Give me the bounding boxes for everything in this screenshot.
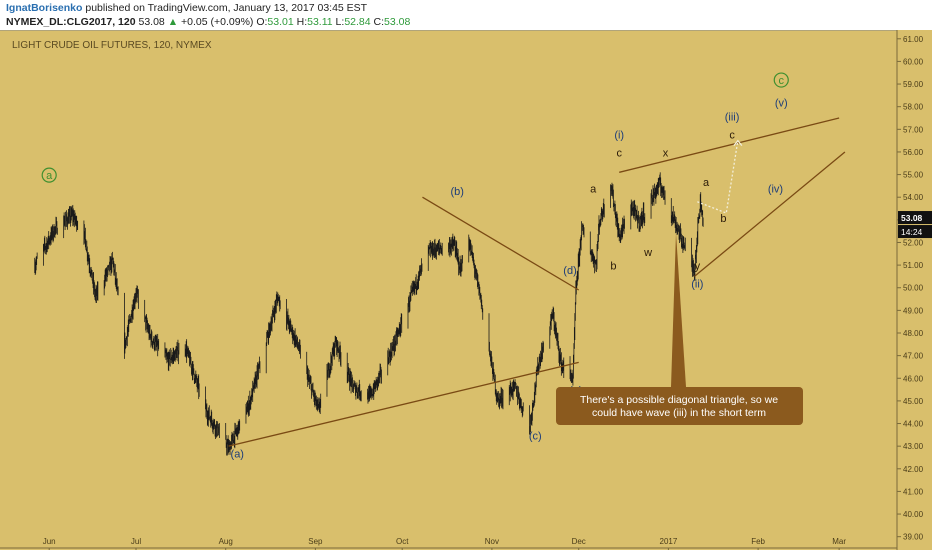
wave-label: c <box>729 129 735 141</box>
plot-background <box>0 30 932 550</box>
y-tick-label: 42.00 <box>903 465 924 474</box>
wave-label: (i) <box>614 129 624 141</box>
note-text: There's a possible diagonal triangle, so… <box>580 394 778 406</box>
x-axis[interactable]: Jun Jul Aug Sep Oct Nov Dec 2017 Feb Mar <box>0 537 897 550</box>
wave-label: b <box>610 261 616 273</box>
y-tick-label: 39.00 <box>903 533 924 542</box>
wave-labels: a(a)(b)(c)(d)(e)bab(i)cwxy(ii)ab(iii)c(i… <box>41 72 789 460</box>
y-tick-label: 45.00 <box>903 397 924 406</box>
wave-label: w <box>643 247 652 259</box>
wave-label: y <box>695 261 701 273</box>
price-change: +0.05 (+0.09%) <box>181 16 254 28</box>
wave-label: (c) <box>529 430 542 442</box>
y-tick-label: 49.00 <box>903 306 924 315</box>
trendline[interactable] <box>619 117 840 173</box>
open-value: 53.01 <box>267 16 294 28</box>
y-tick-label: 50.00 <box>903 284 924 293</box>
y-tick-label: 59.00 <box>903 80 924 89</box>
wave-label: (a) <box>231 448 244 460</box>
low-label: L: <box>335 16 345 28</box>
y-tick-label: 54.00 <box>903 193 924 202</box>
wave-label: x <box>663 147 669 159</box>
x-tick-label: Jun <box>43 537 56 546</box>
y-tick-label: 51.00 <box>903 261 924 270</box>
y-tick-label: 46.00 <box>903 374 924 383</box>
x-tick-label: Sep <box>308 537 323 546</box>
y-tick-label: 40.00 <box>903 510 924 519</box>
wave-label: c <box>779 75 785 87</box>
close-value: 53.08 <box>384 16 411 28</box>
candlestick-series <box>34 172 704 456</box>
open-label: O: <box>256 16 268 28</box>
note-box <box>556 387 803 425</box>
trendline[interactable] <box>228 361 579 447</box>
price-tags: 53.08 14:24 <box>898 211 932 239</box>
wave-label: b <box>720 213 726 225</box>
publish-line: IgnatBorisenko published on TradingView.… <box>6 2 367 14</box>
y-tick-label: 61.00 <box>903 35 924 44</box>
chart-title: LIGHT CRUDE OIL FUTURES, 120, NYMEX <box>12 40 212 51</box>
x-tick-label: Dec <box>572 537 586 546</box>
x-tick-label: Nov <box>485 537 499 546</box>
symbol-label[interactable]: NYMEX_DL:CLG2017, 120 <box>6 16 136 28</box>
wave-label: (ii) <box>691 279 703 291</box>
y-tick-label: 43.00 <box>903 442 924 451</box>
note-callout[interactable]: There's a possible diagonal triangle, so… <box>556 233 803 425</box>
close-label: C: <box>373 16 385 28</box>
wave-label: a <box>703 177 710 189</box>
wave-label: a <box>590 184 597 196</box>
wave-label: (v) <box>775 98 788 110</box>
y-tick-label: 41.00 <box>903 487 924 496</box>
x-tick-label: Jul <box>131 537 141 546</box>
author-link[interactable]: IgnatBorisenko <box>6 2 83 14</box>
high-label: H: <box>296 16 308 28</box>
y-tick-label: 48.00 <box>903 329 924 338</box>
y-tick-label: 58.00 <box>903 103 924 112</box>
x-tick-label: 2017 <box>660 537 678 546</box>
y-tick-label: 44.00 <box>903 420 924 429</box>
ohlc-line: NYMEX_DL:CLG2017, 120 53.08 ▲ +0.05 (+0.… <box>6 16 410 28</box>
wave-label: c <box>616 147 622 159</box>
low-value: 52.84 <box>344 16 371 28</box>
high-value: 53.11 <box>307 16 333 28</box>
current-price-tag <box>898 211 932 225</box>
chart-header: IgnatBorisenko published on TradingView.… <box>0 0 932 30</box>
wave-label: a <box>46 170 53 182</box>
y-tick-label: 55.00 <box>903 171 924 180</box>
trendline[interactable] <box>694 151 846 277</box>
countdown-tag <box>898 225 932 239</box>
wave-circle <box>773 72 789 88</box>
wave-label: (iii) <box>725 111 740 123</box>
x-tick-label: Mar <box>832 537 846 546</box>
x-tick-label: Aug <box>219 537 233 546</box>
wave-label: (d) <box>563 265 576 277</box>
wave-label: (b) <box>450 186 463 198</box>
wave-circle <box>41 167 57 183</box>
y-tick-label: 52.00 <box>903 238 924 247</box>
y-axis[interactable]: 39.00 40.00 41.00 42.00 43.00 44.00 45.00 46.00… <box>896 30 932 550</box>
y-tick-label: 56.00 <box>903 148 924 157</box>
price-chart[interactable]: LIGHT CRUDE OIL FUTURES, 120, NYMEX 39.0… <box>0 30 932 550</box>
trendline-group[interactable] <box>228 117 846 447</box>
x-tick-label: Feb <box>751 537 765 546</box>
y-tick-label: 47.00 <box>903 352 924 361</box>
forecast-arrowhead <box>733 139 743 147</box>
note-pointer <box>671 233 686 387</box>
y-tick-label: 60.00 <box>903 57 924 66</box>
note-text: could have wave (iii) in the short term <box>592 407 766 419</box>
countdown-text: 14:24 <box>901 227 923 237</box>
up-arrow-icon: ▲ <box>167 16 179 28</box>
current-price-text: 53.08 <box>901 213 923 223</box>
forecast-path <box>697 139 743 214</box>
wave-label: (iv) <box>768 184 783 196</box>
last-price: 53.08 <box>138 16 165 28</box>
published-text: published on TradingView.com, January 13… <box>85 2 368 14</box>
x-tick-label: Oct <box>396 537 409 546</box>
trendline[interactable] <box>422 196 580 291</box>
y-axis-strip <box>897 30 932 550</box>
y-tick-label: 57.00 <box>903 125 924 134</box>
